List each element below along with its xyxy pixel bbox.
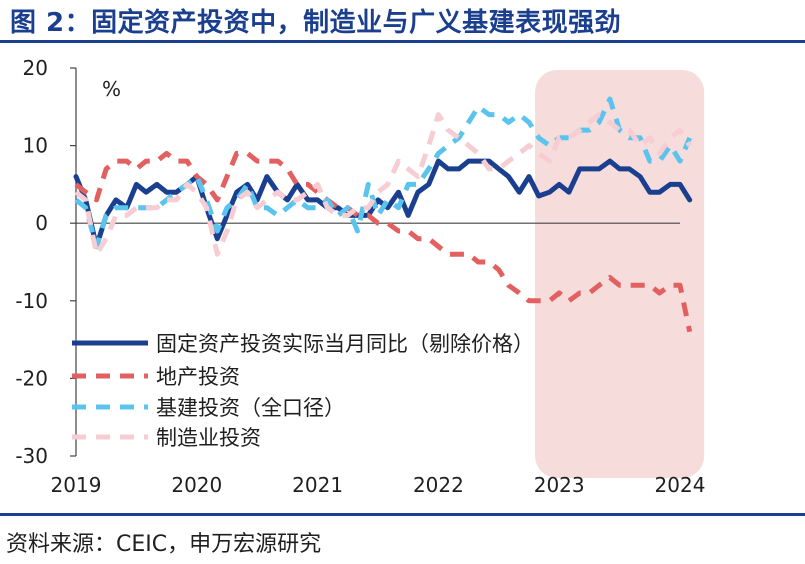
y-tick-label: 20 <box>23 56 48 80</box>
series-lines <box>73 96 693 333</box>
x-tick-label: 2019 <box>51 473 102 497</box>
legend-label-0: 固定资产投资实际当月同比（剔除价格） <box>156 332 534 356</box>
x-tick-label: 2021 <box>292 473 343 497</box>
title-rule <box>0 40 805 43</box>
y-axis-unit: % <box>102 77 121 101</box>
y-tick-label: -10 <box>15 289 48 313</box>
source-rule <box>0 513 805 516</box>
y-tick-label: -20 <box>15 366 48 390</box>
y-tick-label: 10 <box>23 134 48 158</box>
x-tick-label: 2022 <box>413 473 464 497</box>
x-tick-label: 2023 <box>534 473 585 497</box>
legend-label-3: 制造业投资 <box>156 426 261 450</box>
x-tick-label: 2024 <box>655 473 706 497</box>
x-tick-label: 2020 <box>171 473 222 497</box>
legend-label-2: 基建投资（全口径） <box>156 396 345 420</box>
chart-title: 图 2：固定资产投资中，制造业与广义基建表现强劲 <box>10 8 622 38</box>
series-line-3 <box>74 112 692 257</box>
y-tick-label: 0 <box>35 211 48 235</box>
y-tick-label: -30 <box>15 444 48 468</box>
legend-label-1: 地产投资 <box>156 365 240 389</box>
source-note: 资料来源：CEIC，申万宏源研究 <box>6 532 322 557</box>
series-line-2 <box>74 96 693 249</box>
axes: -30 -20 -10 0 10 20 2019 2020 2021 2022 2023 2024 <box>15 56 705 497</box>
